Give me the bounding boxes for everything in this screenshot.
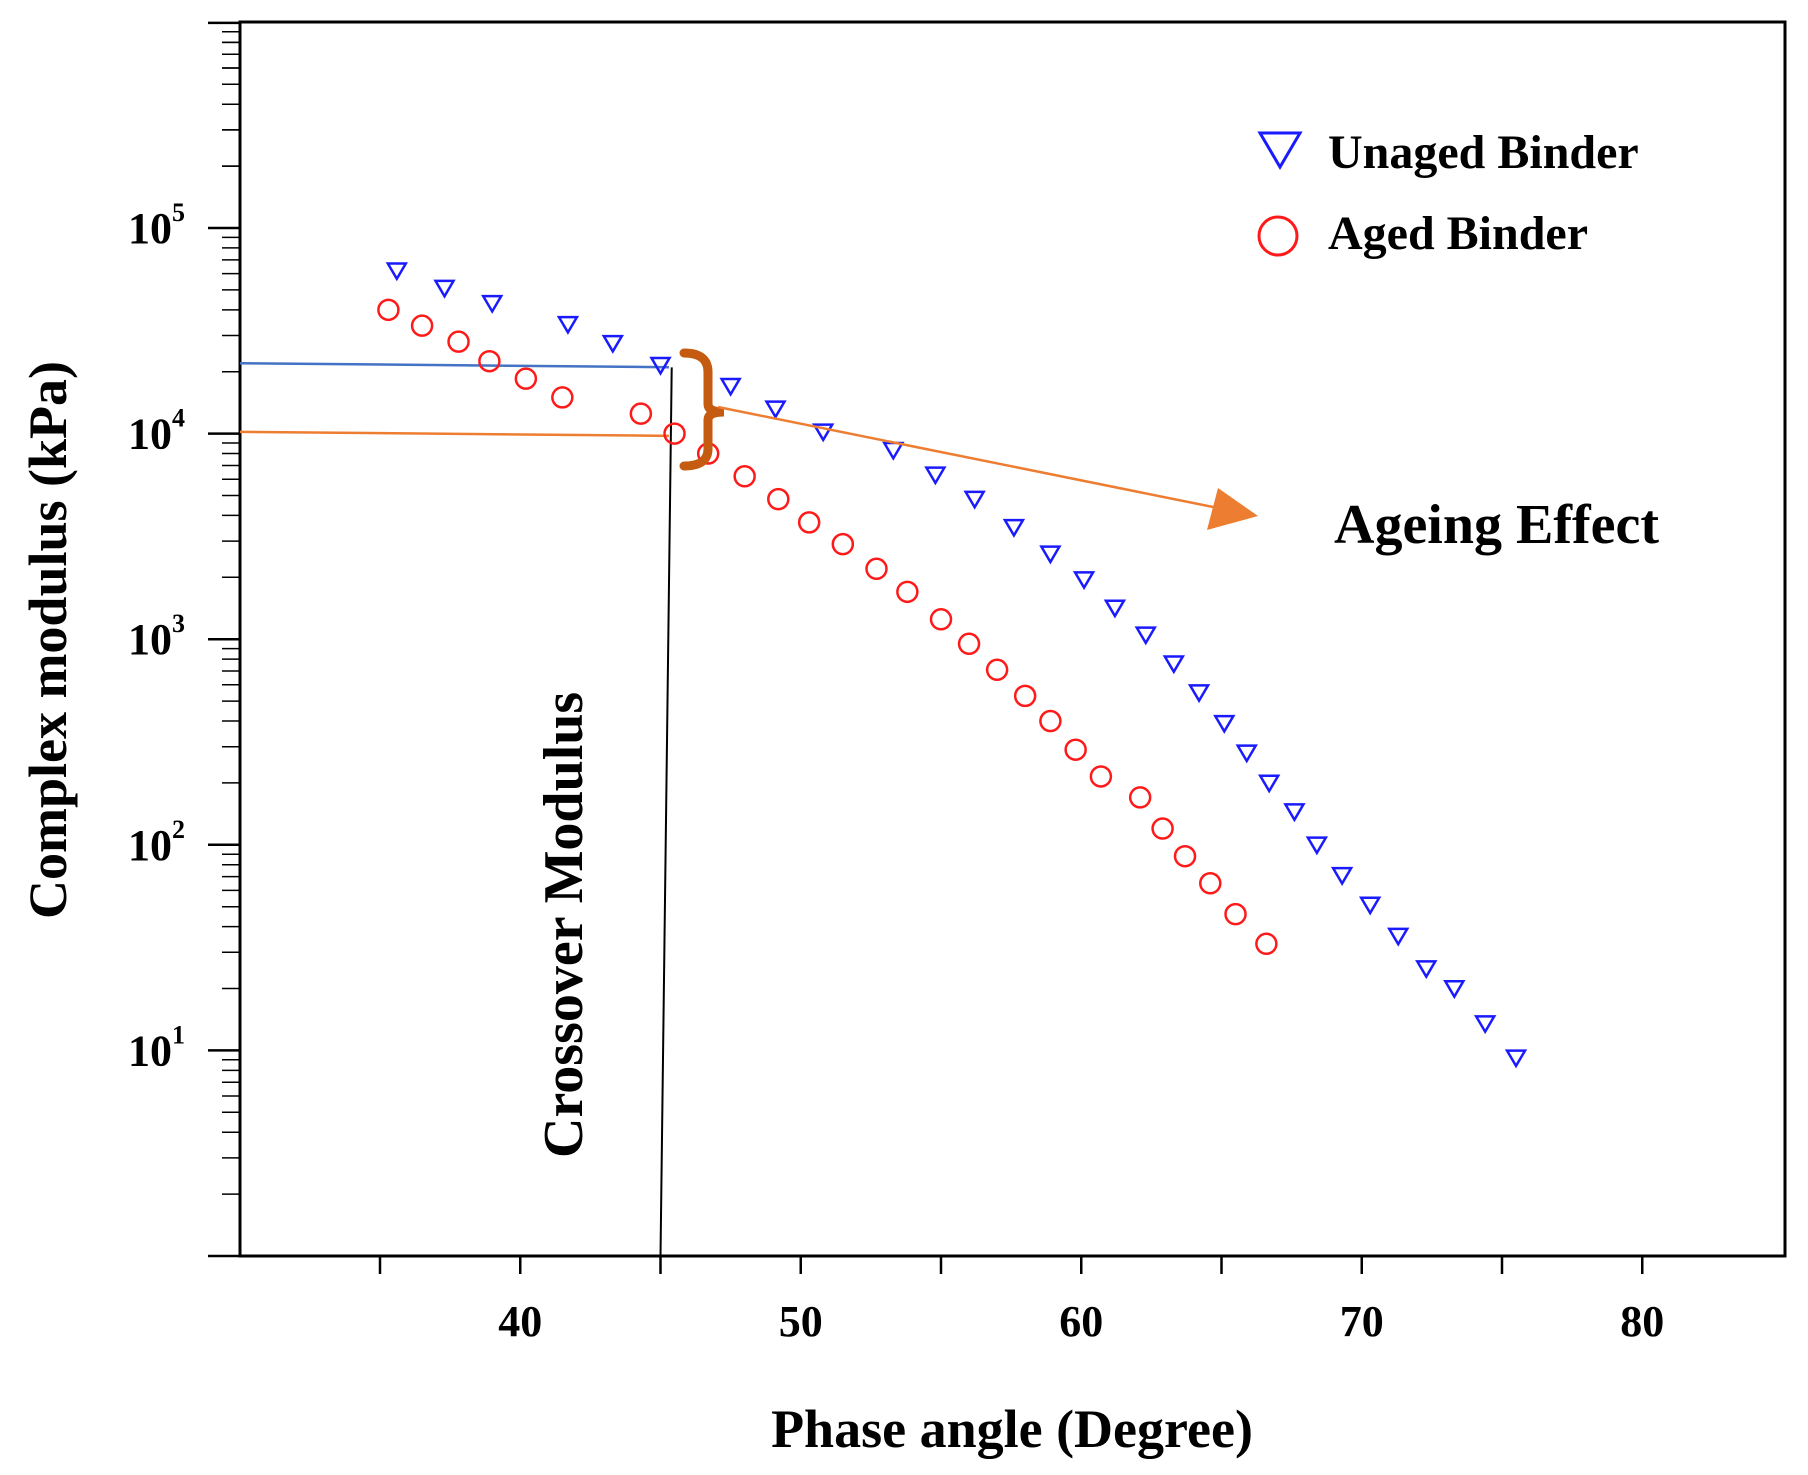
aged-binder-point	[1013, 684, 1037, 708]
legend-unaged-marker	[1257, 131, 1303, 170]
legend-aged-label: Aged Binder	[1328, 207, 1588, 260]
x-tick-label: 80	[1620, 1297, 1664, 1346]
x-tick-label: 40	[498, 1297, 542, 1346]
unaged-binder-point	[1305, 836, 1329, 856]
ageing-effect-marker	[679, 348, 1258, 530]
series-aged-binder	[377, 298, 1278, 956]
legend-aged-marker	[1257, 215, 1299, 257]
unaged-binder-point	[1387, 927, 1410, 947]
unaged-binder-point	[1235, 744, 1258, 764]
aged-binder-point	[478, 349, 501, 373]
aged-binder-point	[929, 608, 953, 631]
unaged-binder-point	[433, 279, 456, 299]
x-axis-ticks	[378, 1256, 1644, 1274]
x-tick-label: 50	[779, 1297, 823, 1346]
unaged-binder-point	[1443, 980, 1466, 1000]
unaged-binder-point	[924, 466, 947, 486]
aged-binder-point	[1128, 786, 1152, 809]
y-axis-title: Complex modulus (kPa)	[18, 361, 78, 919]
aged-binder-point	[733, 465, 756, 488]
unaged-binder-point	[1415, 960, 1438, 980]
unaged-binder-point	[385, 262, 409, 282]
aged-binder-point	[865, 557, 888, 581]
unaged-binder-point	[812, 423, 835, 443]
unaged-binder-point	[1473, 1015, 1497, 1035]
aged-binder-point	[410, 314, 434, 337]
aged-binder-point	[629, 402, 653, 425]
aged-crossover-line	[239, 430, 669, 438]
unaged-binder-point	[1002, 518, 1026, 538]
x-tick-label: 70	[1340, 1297, 1384, 1346]
legend: Unaged Binder Aged Binder	[1257, 126, 1639, 260]
unaged-binder-point	[1187, 684, 1211, 704]
ageing-arrow-head	[1207, 488, 1258, 530]
ageing-brace	[679, 348, 725, 471]
y-tick-label: 101	[128, 1020, 185, 1075]
x-axis-tick-labels: 40 50 60 70 80	[498, 1297, 1664, 1346]
x-axis-title: Phase angle (Degree)	[771, 1399, 1253, 1459]
aged-binder-point	[1089, 765, 1113, 788]
unaged-crossover-line	[239, 361, 669, 369]
unaged-binder-point	[963, 490, 986, 510]
aged-binder-point	[447, 330, 470, 353]
aged-binder-point	[1039, 709, 1062, 733]
y-tick-label: 103	[128, 609, 185, 664]
unaged-binder-point	[481, 294, 504, 314]
unaged-binder-point	[1283, 803, 1306, 823]
unaged-binder-point	[1213, 714, 1236, 734]
aged-binder-point	[551, 386, 574, 409]
unaged-binder-point	[764, 400, 787, 420]
legend-unaged-label: Unaged Binder	[1328, 126, 1639, 179]
aged-binder-point	[1199, 872, 1222, 895]
y-axis-tick-labels: 101 102 103 104 105	[128, 198, 185, 1075]
aged-binder-point	[377, 298, 400, 322]
unaged-binder-point	[1134, 626, 1157, 646]
unaged-binder-point	[719, 377, 742, 397]
reference-lines	[239, 361, 673, 1257]
unaged-binder-point	[1162, 655, 1186, 675]
aged-binder-point	[1064, 738, 1087, 761]
aged-binder-point	[514, 367, 538, 390]
aged-binder-point	[985, 658, 1009, 682]
unaged-binder-point	[601, 334, 625, 354]
unaged-binder-point	[1039, 545, 1062, 565]
y-axis-ticks	[208, 21, 240, 1258]
unaged-binder-point	[1330, 866, 1354, 886]
crossover-vertical-line	[659, 367, 673, 1257]
unaged-binder-point	[1358, 896, 1382, 916]
ageing-arrow-shaft	[717, 405, 1219, 510]
aged-binder-point	[1224, 902, 1247, 926]
aged-binder-point	[1255, 932, 1278, 956]
aged-binder-point	[957, 632, 981, 656]
y-tick-label: 102	[128, 815, 185, 870]
unaged-binder-point	[882, 441, 905, 461]
unaged-binder-point	[1504, 1049, 1528, 1069]
x-tick-label: 60	[1059, 1297, 1103, 1346]
y-tick-label: 105	[128, 198, 185, 253]
aged-binder-point	[896, 580, 919, 604]
aged-binder-point	[767, 487, 790, 511]
unaged-binder-point	[1072, 571, 1096, 591]
unaged-binder-point	[556, 315, 580, 335]
unaged-binder-point	[649, 356, 672, 376]
aged-binder-point	[1151, 817, 1174, 840]
aged-binder-point	[663, 422, 686, 445]
unaged-binder-point	[1103, 599, 1127, 619]
crossover-modulus-label: Crossover Modulus	[533, 692, 595, 1158]
aged-binder-point	[831, 532, 855, 556]
unaged-binder-point	[1257, 774, 1281, 794]
aged-binder-point	[797, 511, 821, 534]
y-tick-label: 104	[128, 404, 185, 459]
ageing-effect-label: Ageing Effect	[1334, 494, 1659, 556]
aged-binder-point	[1173, 844, 1197, 868]
